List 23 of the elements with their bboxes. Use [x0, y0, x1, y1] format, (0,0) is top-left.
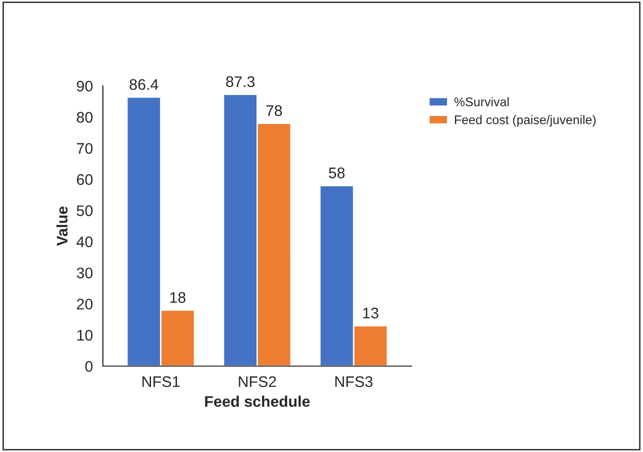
- data-label: 58: [328, 168, 345, 178]
- y-tick-label: 30: [76, 268, 93, 278]
- y-tick-label: 20: [76, 298, 93, 310]
- x-tick-label: NFS1: [142, 376, 180, 388]
- y-tick-label: 40: [76, 236, 93, 248]
- y-tick-label: 80: [76, 112, 93, 123]
- y-tick-label: 10: [77, 330, 93, 341]
- y-tick-label: 60: [76, 174, 93, 185]
- y-tick-label: 50: [76, 205, 93, 216]
- y-tick-label: 90: [76, 80, 93, 92]
- legend-label: %Survival: [454, 97, 509, 106]
- y-tick-label: 0: [85, 360, 93, 372]
- data-label: 18: [170, 292, 186, 303]
- data-label: 86.4: [130, 79, 158, 90]
- legend-label: Feed cost (paise/juvenile): [454, 115, 596, 127]
- data-label: 13: [363, 308, 378, 318]
- x-axis-title: Feed schedule: [205, 396, 310, 407]
- data-label: 87.3: [226, 76, 255, 88]
- x-tick-label: NFS2: [238, 376, 276, 388]
- y-tick-label: 70: [76, 143, 93, 154]
- data-label: 78: [266, 105, 282, 116]
- x-tick-label: NFS3: [335, 376, 373, 388]
- y-axis-title: Value: [56, 206, 68, 246]
